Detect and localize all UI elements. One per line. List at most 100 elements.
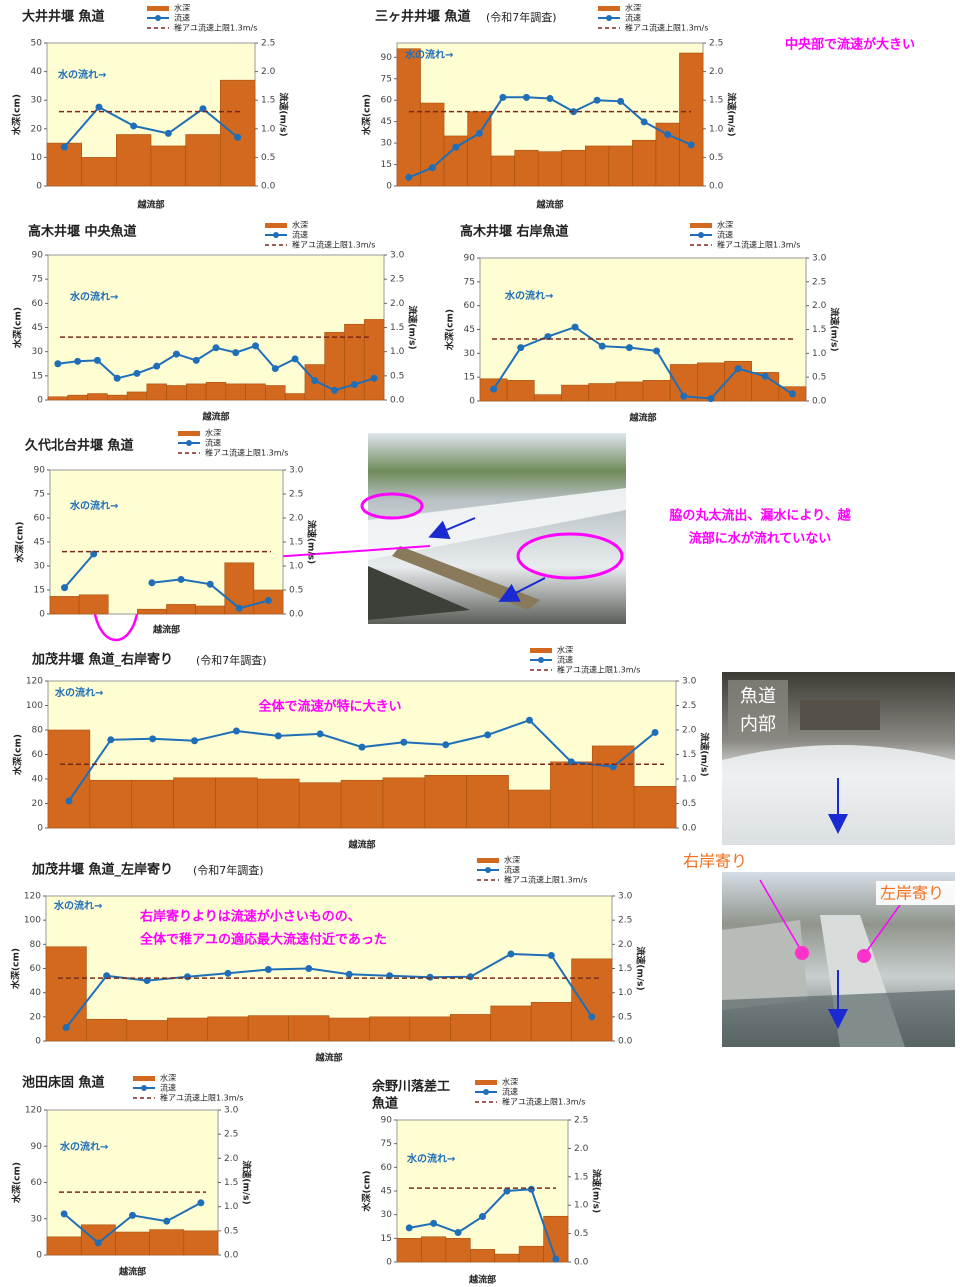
bar: [207, 1016, 249, 1042]
chart-title: 高木井堰 中央魚道: [28, 224, 137, 240]
bar: [298, 782, 342, 829]
legend-label: 水深: [504, 855, 520, 865]
y-tick-label: 20: [31, 124, 43, 134]
y2-tick-label: 3.0: [390, 251, 405, 261]
point: [400, 738, 408, 746]
legend-swatch: [477, 858, 499, 863]
bar: [328, 1017, 370, 1042]
point: [264, 597, 272, 605]
point: [405, 173, 413, 181]
bar: [183, 1230, 219, 1256]
legend-label: 流速: [717, 230, 733, 240]
y2-tick-label: 1.5: [261, 96, 275, 106]
y2-tick-label: 1.0: [618, 988, 633, 998]
legend-label: 流速: [557, 655, 573, 665]
point: [130, 122, 138, 130]
legend-label: 稚アユ流速上限1.3m/s: [502, 1097, 585, 1107]
point: [291, 355, 299, 363]
bar: [149, 1229, 185, 1256]
chart: 三ヶ井井堰 魚道 (令和7年調査) 0 15 30 45 60 75 90 0.0 0.5 1.0 1.…: [361, 3, 916, 211]
y2-tick-label: 1.5: [574, 1172, 588, 1182]
bar: [588, 383, 617, 402]
y-tick-label: 75: [381, 1139, 392, 1149]
annotation: 全体で稚アユの適応最大流速付近であった: [140, 932, 387, 948]
chart-title: 池田床固 魚道: [22, 1075, 105, 1091]
point: [54, 360, 62, 368]
y-tick-label: 15: [381, 160, 392, 170]
y-tick-label: 0: [386, 182, 392, 192]
x-axis-label: 越流部: [468, 1274, 496, 1286]
y-tick-label: 80: [32, 726, 44, 736]
photo-label: 左岸寄り: [880, 884, 944, 903]
y-tick-label: 90: [31, 1142, 43, 1152]
chart: 高木井堰 右岸魚道 0 15 30 45 60 75 90 0.0 0.5 1.0 1.5 2.0 2.5…: [444, 220, 841, 424]
y-tick-label: 75: [32, 275, 43, 285]
y-tick-label: 45: [381, 1187, 392, 1197]
photo-label: 内部: [740, 714, 776, 735]
bar: [89, 779, 133, 829]
bar: [185, 134, 221, 187]
y-axis-label: 水深(cm): [11, 94, 23, 136]
annotation: 右岸寄りよりは流速が小さいものの、: [139, 909, 361, 925]
bar: [508, 789, 551, 829]
bar: [86, 1018, 128, 1042]
bar: [543, 1215, 569, 1263]
legend-swatch: [186, 440, 192, 446]
y-tick-label: 100: [26, 701, 43, 711]
y-tick-label: 20: [30, 1012, 42, 1022]
point: [358, 743, 366, 751]
x-axis-label: 越流部: [347, 839, 375, 851]
annotation: 全体で流速が特に大きい: [258, 699, 401, 715]
y2-tick-label: 1.0: [574, 1201, 589, 1211]
y-tick-label: 90: [34, 466, 46, 476]
bar: [396, 1238, 422, 1263]
bar: [49, 596, 80, 615]
y2-tick-label: 1.0: [709, 124, 724, 134]
bar: [518, 1245, 544, 1263]
y-tick-label: 90: [464, 254, 476, 264]
flow-label: 水の流れ→: [69, 290, 118, 303]
chart: 加茂井堰 魚道_右岸寄り (令和7年調査) 0 20 40 60 80 100 120 0.0 0.…: [12, 645, 711, 851]
bar: [369, 1016, 411, 1042]
point: [598, 342, 606, 350]
y2-tick-label: 2.5: [709, 39, 723, 49]
point: [311, 377, 319, 385]
point: [133, 369, 141, 377]
y-tick-label: 60: [30, 964, 42, 974]
y2-tick-label: 0.5: [812, 373, 826, 383]
y2-tick-label: 0.5: [682, 799, 696, 809]
point: [129, 1211, 136, 1219]
y2-axis-label: 流速(m/s): [306, 520, 318, 564]
legend-label: 水深: [160, 1073, 176, 1083]
y-tick-label: 120: [24, 892, 41, 902]
point: [788, 390, 796, 398]
chart-title: 加茂井堰 魚道_右岸寄り: [31, 652, 173, 668]
legend-swatch: [178, 431, 200, 436]
y-tick-label: 75: [34, 490, 45, 500]
y2-tick-label: 2.5: [224, 1130, 238, 1140]
chart-title: 大井井堰 魚道: [22, 9, 105, 25]
y-tick-label: 60: [381, 1163, 393, 1173]
y-tick-label: 60: [34, 514, 46, 524]
y2-tick-label: 1.0: [812, 349, 827, 359]
bar: [46, 1236, 82, 1256]
y2-tick-label: 0.5: [709, 153, 723, 163]
chart-title: 久代北台井堰 魚道: [25, 438, 134, 454]
legend-label: 流速: [292, 230, 308, 240]
bar: [116, 134, 152, 187]
y2-tick-label: 3.0: [618, 892, 633, 902]
bar: [126, 391, 148, 401]
legend-label: 水深: [174, 3, 190, 13]
y-tick-label: 0: [36, 1251, 42, 1261]
flow-label: 水の流れ→: [54, 686, 103, 699]
legend-swatch: [698, 232, 704, 238]
y2-tick-label: 0.0: [709, 182, 724, 192]
y2-axis-label: 流速(m/s): [407, 305, 419, 349]
y2-tick-label: 1.0: [224, 1202, 239, 1212]
legend-label: 水深: [292, 220, 308, 230]
bar: [126, 1020, 168, 1042]
chart-title: 高木井堰 右岸魚道: [460, 224, 569, 240]
point: [452, 143, 460, 151]
chart: 池田床固 魚道 0 30 60 90 120 0.0 0.5 1.0 1.5 2.0 2.5 3.0 水深…: [11, 1073, 253, 1278]
y2-axis-label: 流速(m/s): [726, 92, 738, 136]
